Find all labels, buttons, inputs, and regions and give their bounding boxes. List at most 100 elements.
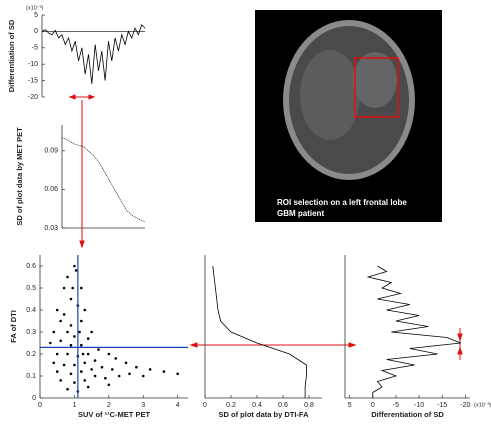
- point: [141, 374, 145, 378]
- x-tick-label: 1: [72, 402, 76, 409]
- point: [100, 365, 104, 369]
- y-tick-label: 0.03: [44, 225, 58, 232]
- y-tick-label: -10: [28, 61, 38, 68]
- arrow-head: [79, 240, 85, 249]
- x-tick-label: 0.4: [252, 402, 262, 409]
- point: [124, 361, 128, 365]
- point: [93, 359, 97, 362]
- y-tick-label: 0.5: [26, 285, 36, 292]
- x-tick-label: -5: [393, 402, 399, 409]
- y-tick-label: 5: [34, 12, 38, 19]
- y-tick-label: 0.2: [26, 351, 36, 358]
- y-tick-label: 0.09: [44, 148, 58, 155]
- point: [59, 319, 62, 323]
- x-tick-label: 0.2: [226, 402, 236, 409]
- point: [66, 330, 69, 334]
- annotation-arrows: [68, 94, 463, 360]
- point: [117, 374, 121, 378]
- x-tick-label: 3: [141, 402, 145, 409]
- point: [135, 365, 138, 369]
- x-tick-label: 2: [107, 402, 111, 409]
- point: [97, 348, 100, 351]
- point: [55, 370, 59, 373]
- point: [66, 275, 69, 279]
- point: [128, 372, 131, 376]
- point: [69, 372, 73, 376]
- caption-line: GBM patient: [277, 209, 324, 218]
- y-axis-label: SD of plot data by MET PET: [15, 127, 24, 226]
- x-tick-label: -20: [460, 402, 470, 409]
- lesion: [353, 52, 397, 108]
- arrow-head: [457, 346, 463, 355]
- point: [52, 330, 56, 334]
- point: [73, 381, 76, 384]
- point: [66, 387, 69, 391]
- arrow-head: [88, 94, 96, 100]
- y-tick-label: 0: [32, 395, 36, 402]
- point: [93, 374, 97, 378]
- point: [80, 343, 83, 347]
- point: [90, 330, 93, 334]
- x-tick-label: 5: [348, 402, 352, 409]
- axis-note: (x10⁻³): [474, 402, 491, 408]
- x-tick-label: -15: [437, 402, 447, 409]
- x-axis-label: Differentiation of SD: [371, 410, 444, 419]
- point: [78, 330, 81, 334]
- axis-note: (x10⁻³): [26, 5, 43, 11]
- point: [62, 286, 66, 290]
- point: [74, 269, 78, 272]
- point: [83, 308, 87, 312]
- x-tick-label: 0: [38, 402, 42, 409]
- point: [59, 379, 62, 382]
- x-tick-label: 0.6: [278, 402, 288, 409]
- arrow-head: [348, 342, 357, 348]
- point: [59, 339, 62, 343]
- point: [162, 370, 166, 373]
- point: [86, 337, 90, 340]
- point: [49, 341, 52, 345]
- x-tick-label: 0.8: [304, 402, 314, 409]
- y-tick-label: -15: [28, 77, 38, 84]
- point: [81, 352, 85, 356]
- point: [69, 297, 73, 301]
- point: [90, 368, 93, 371]
- point: [80, 370, 83, 373]
- data-line: [41, 24, 146, 84]
- point: [71, 286, 74, 290]
- point: [110, 368, 114, 371]
- roi-box: [354, 57, 399, 118]
- arrow-head: [457, 333, 463, 342]
- arrow-head: [189, 342, 198, 348]
- point: [55, 308, 59, 312]
- point: [52, 361, 56, 365]
- y-tick-label: 0.4: [26, 307, 36, 314]
- x-axis-label: SUV of ¹¹C-MET PET: [78, 410, 150, 419]
- point: [114, 357, 118, 360]
- point: [73, 335, 76, 338]
- point: [69, 343, 73, 347]
- brain-texture: [300, 50, 360, 140]
- point: [73, 363, 76, 367]
- data-line: [212, 265, 307, 398]
- point: [176, 372, 179, 376]
- x-tick-label: 0: [371, 402, 375, 409]
- point: [83, 379, 87, 382]
- point: [86, 385, 90, 389]
- y-tick-label: 0.06: [44, 186, 58, 193]
- point: [148, 368, 152, 371]
- point: [80, 319, 83, 323]
- x-tick-label: -10: [414, 402, 424, 409]
- y-tick-label: 0.6: [26, 263, 36, 270]
- point: [55, 352, 59, 356]
- point: [80, 286, 83, 290]
- point: [107, 383, 111, 387]
- data-line: [366, 265, 461, 398]
- x-axis-label: SD of plot data by DTI-FA: [219, 410, 310, 419]
- point: [83, 361, 87, 365]
- caption-line: ROI selection on a left frontal lobe: [277, 198, 407, 207]
- arrow-head: [68, 94, 76, 100]
- x-tick-label: 4: [176, 402, 180, 409]
- y-axis-label: FA of DTI: [9, 310, 18, 343]
- point: [69, 324, 73, 327]
